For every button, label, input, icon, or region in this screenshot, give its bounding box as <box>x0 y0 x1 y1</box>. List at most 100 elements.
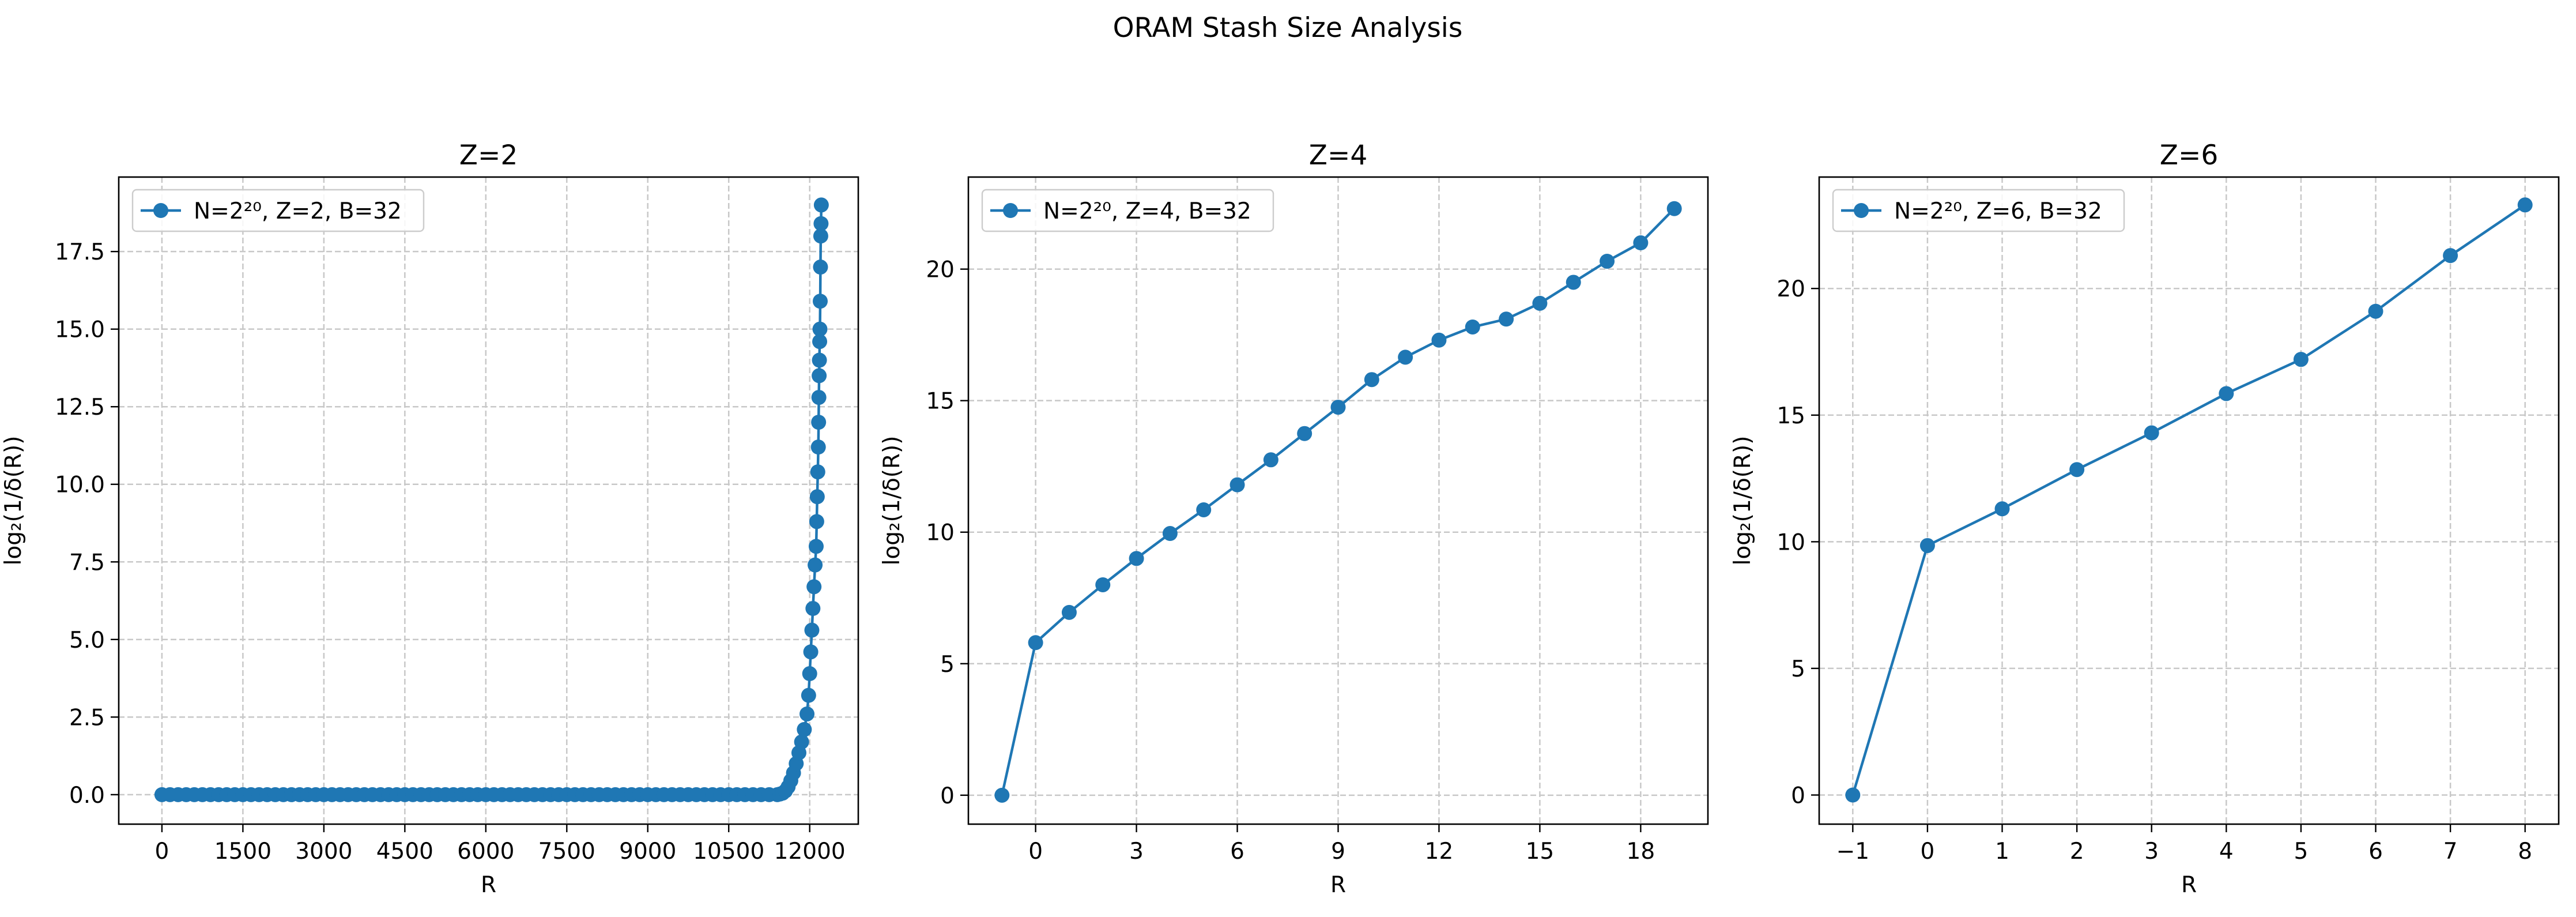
data-point <box>812 368 827 384</box>
y-tick-label: 2.5 <box>69 705 105 731</box>
x-axis: 0 3 6 9 12 15 18 <box>1028 824 1655 865</box>
gridlines <box>968 177 1708 824</box>
x-tick-label: 12000 <box>774 839 846 865</box>
x-tick-label: 3 <box>1129 839 1144 865</box>
x-tick-label: 6 <box>1230 839 1244 865</box>
data-point <box>799 706 815 721</box>
data-point <box>809 514 824 529</box>
x-tick-label: 5 <box>2294 839 2308 865</box>
data-point <box>1919 538 1935 553</box>
data-point <box>2443 248 2458 264</box>
data-point <box>2368 303 2383 319</box>
data-point <box>1566 275 1581 290</box>
data-point <box>1095 577 1111 592</box>
x-tick-label: −1 <box>1836 839 1870 865</box>
y-tick-label: 15 <box>1777 403 1805 429</box>
y-tick-label: 0 <box>940 783 955 809</box>
data-point <box>1028 635 1043 651</box>
x-axis-label: R <box>1330 872 1346 898</box>
x-tick-label: 1500 <box>214 839 271 865</box>
data-point <box>1532 295 1548 311</box>
subplot-title: Z=4 <box>1309 140 1367 171</box>
y-axis-label: log₂(1/δ(R)) <box>1730 436 1756 566</box>
x-tick-label: 3 <box>2144 839 2159 865</box>
legend-marker <box>1003 203 1018 218</box>
data-point <box>809 489 825 505</box>
data-point <box>812 334 828 349</box>
gridlines <box>119 177 858 824</box>
x-tick-label: 9000 <box>619 839 676 865</box>
series-1 <box>994 201 1682 803</box>
subplots: 0 1500 3000 4500 6000 7500 9000 10500 12000 0.0 2.… <box>1 140 2560 898</box>
x-tick-label: 6 <box>2368 839 2383 865</box>
series-1 <box>154 197 829 802</box>
y-tick-label: 0.0 <box>69 783 105 809</box>
legend: N=2²⁰, Z=4, B=32 <box>981 189 1274 232</box>
data-point <box>1364 372 1379 388</box>
y-tick-label: 5 <box>940 652 955 678</box>
x-tick-label: 0 <box>1921 839 1935 865</box>
x-tick-label: 3000 <box>295 839 352 865</box>
x-tick-label: 6000 <box>457 839 514 865</box>
data-point <box>1666 201 1682 216</box>
x-tick-label: 18 <box>1627 839 1655 865</box>
y-tick-label: 5.0 <box>69 627 105 653</box>
y-tick-label: 20 <box>926 257 955 283</box>
y-tick-label: 5 <box>1791 656 1805 682</box>
data-point <box>1196 502 1212 517</box>
legend-marker <box>153 203 168 218</box>
data-point <box>2293 352 2309 367</box>
data-point <box>1633 235 1649 251</box>
data-point <box>994 787 1010 803</box>
gridlines <box>1819 177 2559 824</box>
data-point <box>1431 332 1447 348</box>
axes-frame <box>118 176 859 825</box>
y-tick-label: 7.5 <box>69 550 105 576</box>
data-point <box>797 721 812 737</box>
x-tick-label: 4 <box>2219 839 2234 865</box>
y-tick-label: 12.5 <box>55 394 105 420</box>
y-tick-label: 15 <box>926 389 955 415</box>
x-tick-label: 7500 <box>538 839 595 865</box>
axes-frame <box>1818 176 2560 825</box>
data-point <box>1845 787 1861 803</box>
legend-marker <box>1854 203 1869 218</box>
legend: N=2²⁰, Z=2, B=32 <box>131 189 425 232</box>
x-axis-label: R <box>481 872 496 898</box>
y-axis-label: log₂(1/δ(R)) <box>1 436 27 566</box>
data-point <box>805 601 821 616</box>
legend: N=2²⁰, Z=6, B=32 <box>1832 189 2125 232</box>
x-tick-label: 2 <box>2070 839 2084 865</box>
data-point <box>1162 526 1178 542</box>
data-point <box>2069 462 2085 478</box>
data-point <box>1129 551 1144 566</box>
data-point <box>812 294 828 309</box>
x-tick-label: 1 <box>1995 839 2009 865</box>
legend-box <box>981 189 1274 232</box>
subplot-title: Z=2 <box>459 140 518 171</box>
subplot-title: Z=6 <box>2160 140 2218 171</box>
legend-box <box>1832 189 2125 232</box>
data-point <box>808 557 823 573</box>
data-point <box>811 415 827 430</box>
data-point <box>794 734 809 750</box>
data-point <box>813 197 829 213</box>
data-point <box>803 644 819 660</box>
data-point <box>1061 604 1077 620</box>
y-tick-label: 10 <box>926 520 955 546</box>
data-point <box>812 321 828 337</box>
data-point <box>813 216 829 231</box>
data-point <box>806 579 822 595</box>
x-tick-label: 4500 <box>376 839 433 865</box>
data-point <box>2144 425 2159 441</box>
x-tick-label: 10500 <box>693 839 764 865</box>
data-point <box>1330 400 1346 415</box>
x-tick-label: 8 <box>2518 839 2532 865</box>
figure-title: ORAM Stash Size Analysis <box>1113 12 1463 44</box>
data-point <box>813 260 828 275</box>
data-point <box>1499 311 1514 327</box>
x-tick-label: 9 <box>1331 839 1345 865</box>
data-point <box>810 439 826 455</box>
